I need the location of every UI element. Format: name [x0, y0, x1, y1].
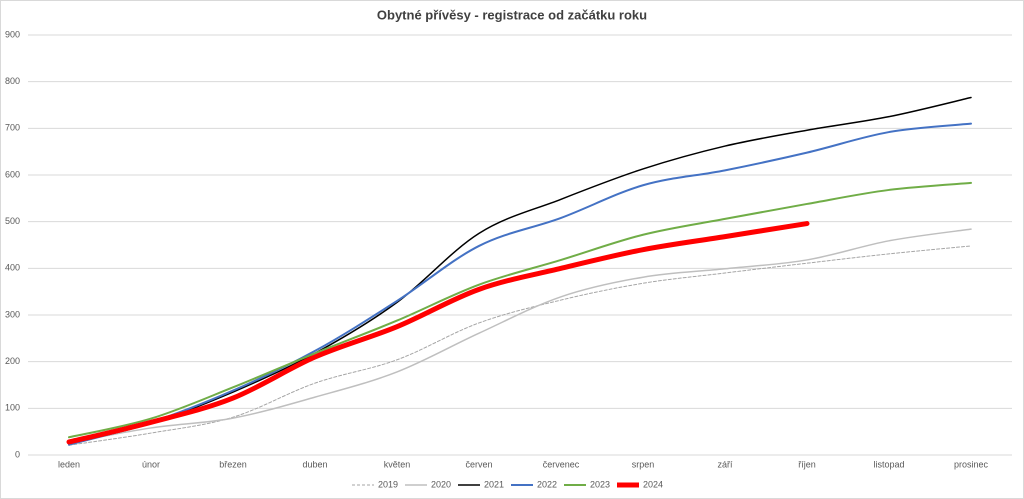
- x-tick-label: září: [717, 459, 733, 469]
- x-tick-label: květen: [384, 459, 411, 469]
- y-tick-label: 200: [5, 356, 20, 366]
- y-tick-label: 500: [5, 216, 20, 226]
- legend-label: 2020: [431, 479, 451, 489]
- y-tick-label: 300: [5, 309, 20, 319]
- y-tick-label: 600: [5, 169, 20, 179]
- x-tick-label: prosinec: [954, 459, 989, 469]
- y-tick-label: 800: [5, 76, 20, 86]
- x-tick-label: říjen: [798, 459, 816, 469]
- legend-label: 2022: [537, 479, 557, 489]
- legend-label: 2024: [643, 479, 663, 489]
- x-tick-label: červenec: [543, 459, 580, 469]
- series-line: [68, 228, 972, 444]
- x-tick-label: duben: [302, 459, 327, 469]
- x-tick-label: červen: [465, 459, 492, 469]
- x-tick-label: srpen: [632, 459, 655, 469]
- y-tick-label: 400: [5, 263, 20, 273]
- legend-label: 2023: [590, 479, 610, 489]
- legend-label: 2021: [484, 479, 504, 489]
- y-tick-label: 100: [5, 403, 20, 413]
- legend-label: 2019: [378, 479, 398, 489]
- x-tick-label: březen: [219, 459, 247, 469]
- series-line: [68, 181, 972, 439]
- x-tick-label: listopad: [873, 459, 904, 469]
- y-tick-label: 0: [15, 449, 20, 459]
- y-tick-label: 900: [5, 29, 20, 39]
- series-line: [66, 221, 810, 445]
- series-line: [68, 122, 972, 446]
- x-tick-label: únor: [142, 459, 160, 469]
- x-tick-label: leden: [58, 459, 80, 469]
- chart-title: Obytné přívěsy - registrace od začátku r…: [377, 7, 647, 22]
- series-line: [68, 96, 972, 445]
- y-tick-label: 700: [5, 123, 20, 133]
